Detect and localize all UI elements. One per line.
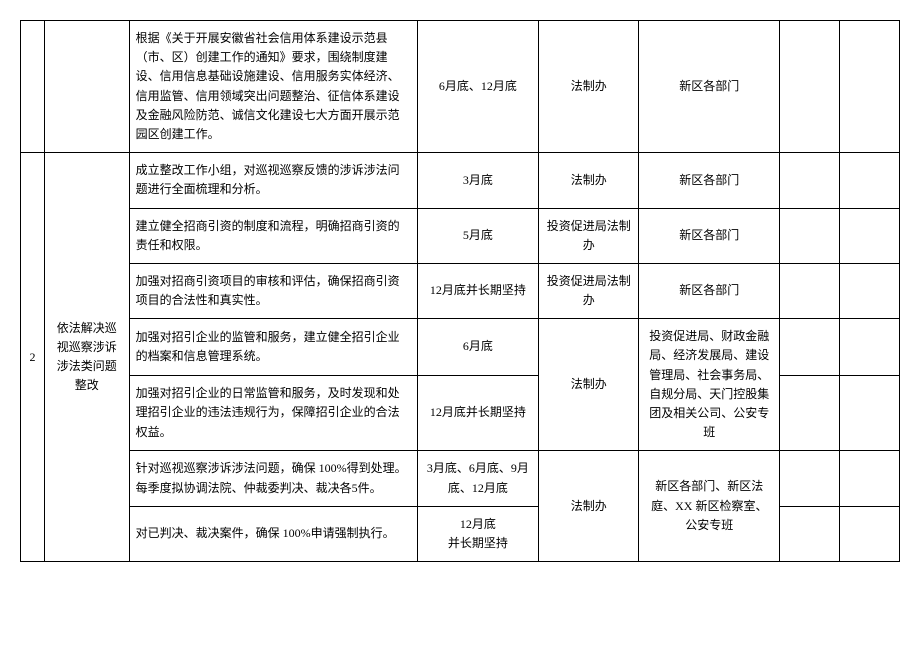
cell-empty [780,21,840,153]
group-title: 依法解决巡视巡察涉诉涉法类问题整改 [44,153,129,562]
cell-empty [780,319,840,375]
task-desc: 对已判决、裁决案件，确保 100%申请强制执行。 [129,506,417,561]
task-deadline: 6月底 [417,319,539,375]
task-coop: 新区各部门 [639,153,780,208]
table-row: 根据《关于开展安徽省社会信用体系建设示范县（市、区）创建工作的通知》要求，围绕制… [21,21,900,153]
task-desc: 加强对招引企业的监管和服务，建立健全招引企业的档案和信息管理系统。 [129,319,417,375]
task-lead: 法制办 [539,153,639,208]
task-lead: 法制办 [539,21,639,153]
task-coop: 新区各部门 [639,21,780,153]
cell-empty [840,319,900,375]
cell-empty [780,208,840,263]
task-lead: 法制办 [539,451,639,562]
table-row: 加强对招商引资项目的审核和评估，确保招商引资项目的合法性和真实性。 12月底并长… [21,263,900,318]
table-row: 针对巡视巡察涉诉涉法问题，确保 100%得到处理。每季度拟协调法院、仲裁委判决、… [21,451,900,506]
table-row: 加强对招引企业的监管和服务，建立健全招引企业的档案和信息管理系统。 6月底 法制… [21,319,900,375]
task-lead: 投资促进局法制办 [539,263,639,318]
task-coop: 新区各部门 [639,263,780,318]
cell-empty [840,506,900,561]
task-deadline: 12月底并长期坚持 [417,375,539,451]
cell-empty [840,375,900,451]
task-desc: 成立整改工作小组，对巡视巡察反馈的涉诉涉法问题进行全面梳理和分析。 [129,153,417,208]
cell-empty [840,451,900,506]
group-num: 2 [21,153,45,562]
cell-empty [840,21,900,153]
task-desc: 根据《关于开展安徽省社会信用体系建设示范县（市、区）创建工作的通知》要求，围绕制… [129,21,417,153]
cell-empty [780,263,840,318]
cell-empty [44,21,129,153]
cell-empty [780,375,840,451]
task-lead: 投资促进局法制办 [539,208,639,263]
cell-empty [840,208,900,263]
rectification-table: 根据《关于开展安徽省社会信用体系建设示范县（市、区）创建工作的通知》要求，围绕制… [20,20,900,562]
table-row: 建立健全招商引资的制度和流程，明确招商引资的责任和权限。 5月底 投资促进局法制… [21,208,900,263]
task-desc: 针对巡视巡察涉诉涉法问题，确保 100%得到处理。每季度拟协调法院、仲裁委判决、… [129,451,417,506]
task-deadline: 6月底、12月底 [417,21,539,153]
cell-empty [840,263,900,318]
cell-empty [780,153,840,208]
task-deadline: 12月底 并长期坚持 [417,506,539,561]
task-desc: 建立健全招商引资的制度和流程，明确招商引资的责任和权限。 [129,208,417,263]
task-coop: 新区各部门、新区法庭、XX 新区检察室、公安专班 [639,451,780,562]
task-deadline: 3月底、6月底、9月底、12月底 [417,451,539,506]
task-deadline: 12月底并长期坚持 [417,263,539,318]
cell-empty [780,506,840,561]
table-row: 2 依法解决巡视巡察涉诉涉法类问题整改 成立整改工作小组，对巡视巡察反馈的涉诉涉… [21,153,900,208]
task-coop: 投资促进局、财政金融局、经济发展局、建设管理局、社会事务局、自规分局、天门控股集… [639,319,780,451]
task-deadline: 5月底 [417,208,539,263]
cell-empty [21,21,45,153]
task-lead: 法制办 [539,319,639,451]
task-coop: 新区各部门 [639,208,780,263]
cell-empty [840,153,900,208]
task-desc: 加强对招商引资项目的审核和评估，确保招商引资项目的合法性和真实性。 [129,263,417,318]
task-deadline: 3月底 [417,153,539,208]
cell-empty [780,451,840,506]
task-desc: 加强对招引企业的日常监管和服务，及时发现和处理招引企业的违法违规行为，保障招引企… [129,375,417,451]
